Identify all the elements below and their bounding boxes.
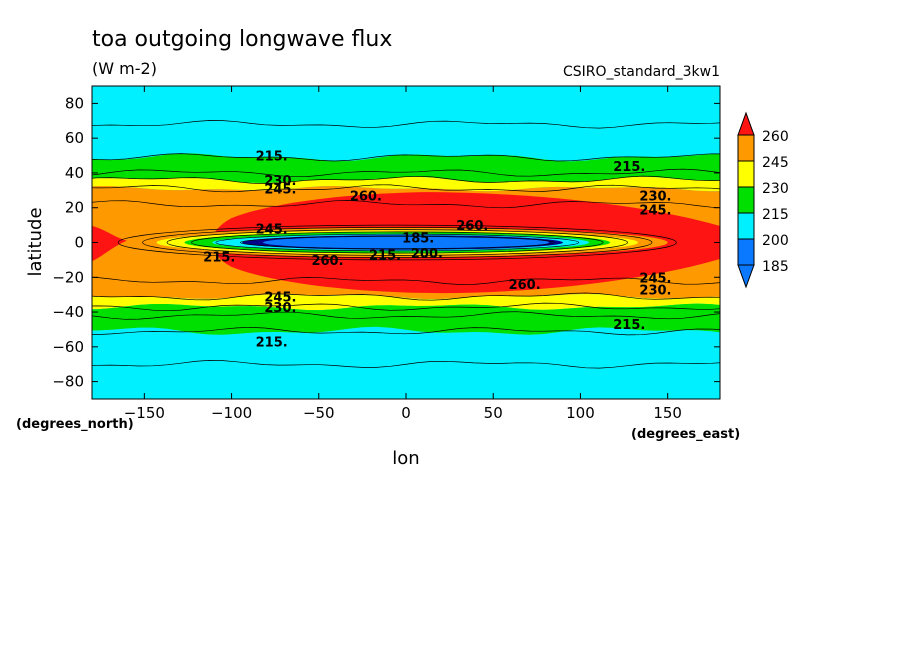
contour-line bbox=[92, 326, 720, 336]
contour-line bbox=[191, 231, 604, 254]
x-unit-label: (degrees_east) bbox=[631, 427, 740, 442]
colorbar-tick-label: 245 bbox=[762, 155, 789, 171]
contour-label: 215. bbox=[369, 249, 401, 264]
colorbar: 260 245 230 215 200 185 bbox=[737, 111, 789, 289]
contour-label: 230. bbox=[264, 301, 296, 316]
contour-line bbox=[142, 227, 653, 258]
contour-line bbox=[166, 229, 628, 256]
x-tick-label: −50 bbox=[303, 404, 335, 422]
contour-line bbox=[117, 224, 677, 261]
y-axis-label: latitude bbox=[25, 207, 46, 276]
warm-region-dateline bbox=[92, 226, 127, 262]
y-tick-label: −80 bbox=[52, 373, 84, 391]
x-axis-label: lon bbox=[392, 448, 419, 469]
contour-label: 230. bbox=[264, 174, 296, 189]
x-tick-label: −150 bbox=[124, 404, 165, 422]
contour-line bbox=[92, 153, 720, 162]
contour-line bbox=[92, 360, 720, 369]
contour-line bbox=[215, 233, 580, 252]
contour-line bbox=[92, 292, 720, 301]
contour-line bbox=[92, 311, 720, 320]
colorbar-extend-top bbox=[737, 111, 755, 136]
band-215-230-south bbox=[92, 303, 720, 335]
contour-label: 245. bbox=[256, 223, 288, 238]
band-215-230-north bbox=[92, 153, 720, 183]
contour-labels: 215.230.245. 260.215.230.245.245.185.260.… bbox=[203, 150, 671, 351]
chart-title: toa outgoing longwave flux bbox=[92, 27, 392, 52]
contour-label: 215. bbox=[256, 336, 288, 351]
contour-plot-area bbox=[91, 85, 721, 400]
y-tick-label: 20 bbox=[65, 199, 84, 217]
band-230-245-north bbox=[92, 176, 720, 192]
units-subtitle: (W m-2) bbox=[92, 59, 157, 78]
y-tick-label: 80 bbox=[65, 94, 84, 112]
contour-line bbox=[92, 120, 720, 129]
x-tick-label: 50 bbox=[484, 404, 503, 422]
contour-label: 230. bbox=[639, 190, 671, 205]
contour-label: 260. bbox=[350, 190, 382, 205]
colorbar-swatch bbox=[737, 160, 755, 188]
y-tick-label: 40 bbox=[65, 164, 84, 182]
band-230-245-south bbox=[92, 294, 720, 311]
colorbar-swatch bbox=[737, 134, 755, 162]
y-tick-label: 0 bbox=[74, 234, 84, 252]
contour-label: 215. bbox=[256, 150, 288, 165]
y-unit-label: (degrees_north) bbox=[16, 417, 134, 432]
y-tick-label: −60 bbox=[52, 338, 84, 356]
contour-line bbox=[92, 302, 720, 312]
colorbar-swatch bbox=[737, 212, 755, 240]
colorbar-extend-bottom bbox=[737, 264, 755, 289]
y-tick-label: −20 bbox=[52, 268, 84, 286]
colorbar-tick-label: 185 bbox=[762, 259, 789, 275]
y-axis-ticks: 80 60 40 20 0 −20 −40 −60 −80 bbox=[52, 94, 720, 391]
contour-label: 215. bbox=[203, 250, 235, 265]
contour-label: 230. bbox=[639, 283, 671, 298]
contour-label: 215. bbox=[613, 318, 645, 333]
colorbar-tick-label: 260 bbox=[762, 129, 789, 145]
contour-line bbox=[92, 175, 720, 184]
contour-label: 185. bbox=[402, 231, 434, 246]
contour-label: 260. bbox=[456, 219, 488, 234]
contour-line bbox=[92, 168, 720, 178]
contour-label: 260. bbox=[311, 254, 343, 269]
x-axis-ticks: −150 −100 −50 0 50 100 150 bbox=[124, 86, 682, 422]
contour-line bbox=[92, 276, 720, 285]
colorbar-tick-label: 200 bbox=[762, 233, 789, 249]
contour-label: 215. bbox=[613, 160, 645, 175]
contour-label: 245. bbox=[639, 271, 671, 286]
contour-label: 245. bbox=[264, 183, 296, 198]
x-tick-label: 0 bbox=[401, 404, 411, 422]
colorbar-tick-label: 230 bbox=[762, 181, 789, 197]
run-name: CSIRO_standard_3kw1 bbox=[563, 64, 720, 80]
equatorial-band-5 bbox=[262, 236, 550, 249]
contour-label: 245. bbox=[264, 290, 296, 305]
colorbar-swatch bbox=[737, 238, 755, 266]
x-tick-label: −100 bbox=[211, 404, 252, 422]
colorbar-swatch bbox=[737, 186, 755, 214]
contour-label: 245. bbox=[639, 203, 671, 218]
colorbar-tick-label: 215 bbox=[762, 207, 789, 223]
contour-line bbox=[239, 236, 555, 249]
x-tick-label: 100 bbox=[566, 404, 595, 422]
contour-label: 200. bbox=[411, 247, 443, 262]
x-tick-label: 150 bbox=[653, 404, 682, 422]
contour-line bbox=[92, 200, 720, 209]
y-tick-label: −40 bbox=[52, 303, 84, 321]
y-tick-label: 60 bbox=[65, 129, 84, 147]
contour-line bbox=[92, 184, 720, 193]
contour-label: 260. bbox=[509, 278, 541, 293]
